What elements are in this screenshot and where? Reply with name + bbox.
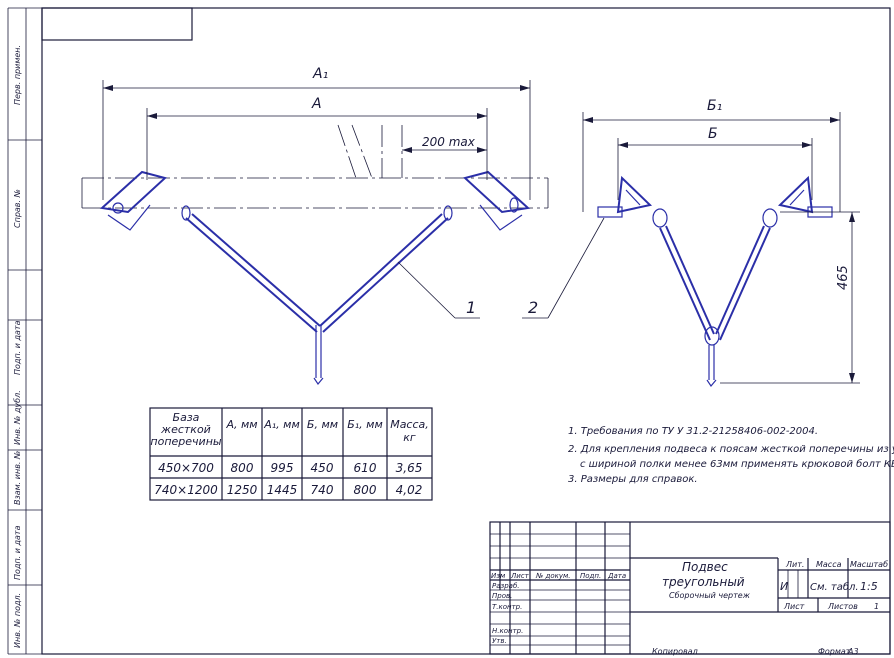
callout-2: 2 — [522, 217, 605, 319]
table-cell: 800 — [354, 483, 377, 497]
tb-scale-val: 1:5 — [860, 580, 878, 593]
footer-format-val: А3 — [847, 647, 859, 656]
table-cell: 4,02 — [396, 483, 423, 497]
tb-title-line2: треугольный — [662, 575, 745, 589]
svg-text:200 max: 200 max — [422, 135, 476, 149]
tb-sheet-lbl: Лист — [783, 602, 805, 611]
callout-1: 1 — [397, 261, 480, 319]
tb-podp: Подп. — [580, 572, 601, 580]
side-view — [597, 175, 833, 388]
strip-label-perv: Перв. примен. — [13, 45, 22, 105]
note-2-cont: с шириной полки менее 63мм применять крю… — [580, 458, 894, 470]
tb-lit-hdr: Лит. — [785, 560, 804, 569]
tb-data: Дата — [607, 572, 626, 580]
table-cell: 740×1200 — [154, 483, 218, 497]
table-cell: 1445 — [267, 483, 298, 497]
tb-list: Лист — [510, 572, 530, 580]
svg-text:Б₁: Б₁ — [707, 98, 722, 114]
svg-text:А: А — [311, 96, 322, 112]
front-view — [81, 124, 549, 386]
table-cell: 450 — [311, 461, 334, 475]
table-header-b: Б, мм — [306, 418, 339, 431]
table-cell: 800 — [231, 461, 254, 475]
table-header-b1: Б₁, мм — [347, 418, 383, 431]
tb-scale-hdr: Масштаб — [850, 560, 888, 569]
dimension-b: Б — [617, 126, 813, 200]
tb-sheets-val: 1 — [874, 602, 879, 611]
tb-izm: Изм — [491, 572, 506, 580]
table-cell: 610 — [354, 461, 377, 475]
tb-subtitle: Сборочный чертеж — [669, 591, 751, 600]
tb-sheets-lbl: Листов — [827, 602, 858, 611]
table-header-a: А, мм — [226, 418, 258, 431]
strip-label-vzam: Взам. инв. № — [13, 451, 22, 505]
strip-label-sprav: Справ. № — [13, 189, 22, 228]
table-cell: 995 — [271, 461, 294, 475]
footer-copied: Копировал — [652, 647, 698, 656]
footer: Копировал Формат А3 — [652, 647, 859, 656]
table-header-mass: Масса, кг — [390, 418, 429, 444]
top-left-frame-box — [41, 7, 193, 41]
dimension-465: 465 — [720, 211, 860, 384]
tb-utv: Утв. — [492, 637, 507, 645]
table-cell: 740 — [311, 483, 334, 497]
footer-format: Формат — [818, 647, 851, 656]
svg-text:Б: Б — [708, 126, 718, 142]
note-2: 2. Для крепления подвеса к поясам жестко… — [568, 444, 894, 455]
dimension-a1: А₁ — [102, 66, 531, 200]
table-cell: 450×700 — [158, 461, 214, 475]
strip-label-podp2: Подп. и дата — [13, 525, 22, 580]
tb-mass-val: См. табл. — [810, 581, 859, 593]
table-header-base: База жесткой поперечины — [150, 411, 222, 448]
svg-text:465: 465 — [836, 265, 851, 290]
spec-table: База жесткой поперечины А, мм А₁, мм Б, … — [149, 407, 433, 501]
strip-label-podp1: Подп. и дата — [13, 320, 22, 375]
tb-prov: Пров. — [492, 592, 512, 600]
tb-doc: № докум. — [535, 572, 571, 580]
svg-text:А₁: А₁ — [312, 66, 328, 82]
tb-mass-hdr: Масса — [816, 560, 842, 569]
dimension-b1: Б₁ — [582, 98, 841, 212]
side-strip: Перв. примен. Справ. № Подп. и дата Инв.… — [8, 45, 42, 648]
table-cell: 1250 — [227, 483, 258, 497]
tb-lit-val: И — [780, 580, 788, 593]
tb-razrab: Разраб. — [492, 582, 520, 590]
svg-text:2: 2 — [528, 298, 538, 317]
sheet-border — [41, 7, 891, 655]
table-cell: 3,65 — [396, 461, 423, 475]
dimension-200max: 200 max — [402, 135, 487, 153]
title-block: Изм Лист № докум. Подп. Дата Разраб. Про… — [489, 521, 891, 655]
tb-nkontr: Н.контр. — [492, 627, 523, 635]
strip-label-dubl: Инв. № дубл. — [13, 390, 22, 445]
strip-label-podl: Инв. № подл. — [13, 593, 22, 648]
svg-text:1: 1 — [466, 298, 476, 317]
note-1: 1. Требования по ТУ У 31.2-21258406-002-… — [568, 425, 818, 437]
note-3: 3. Размеры для справок. — [568, 474, 698, 485]
table-header-a1: А₁, мм — [264, 418, 300, 431]
tb-title-line1: Подвес — [682, 560, 728, 574]
tb-tkontr: Т.контр. — [492, 603, 522, 611]
dimension-a: А — [146, 96, 488, 180]
notes: 1. Требования по ТУ У 31.2-21258406-002-… — [568, 425, 894, 485]
